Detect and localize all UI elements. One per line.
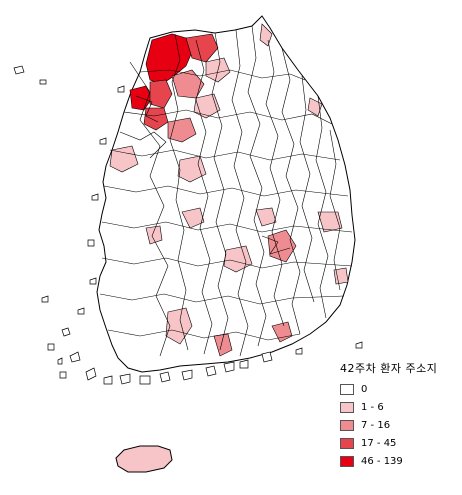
legend-swatch	[340, 383, 354, 395]
jeju-island	[115, 445, 173, 473]
legend-item: 0	[335, 381, 455, 397]
region-class-4	[185, 33, 219, 63]
district-boundaries	[99, 25, 353, 357]
legend-item: 1 - 6	[335, 399, 455, 415]
region-class-3	[167, 117, 197, 143]
legend-item: 46 - 139	[335, 453, 455, 469]
legend-label: 7 - 16	[361, 419, 391, 431]
region-class-3	[171, 69, 205, 99]
region-class-3	[267, 229, 297, 263]
legend-swatch	[340, 437, 354, 449]
region-class-2	[307, 97, 323, 117]
region-class-2	[109, 145, 139, 173]
region-class-2	[255, 207, 277, 227]
legend-swatch	[340, 419, 354, 431]
region-class-2	[165, 307, 193, 345]
legend-label: 17 - 45	[361, 437, 397, 449]
region-class-2	[259, 23, 273, 47]
legend-item: 17 - 45	[335, 435, 455, 451]
legend-swatch	[340, 455, 354, 467]
region-class-5	[145, 33, 193, 85]
legend-label: 1 - 6	[361, 401, 384, 413]
legend-label: 0	[361, 383, 368, 395]
legend-label: 46 - 139	[361, 455, 403, 467]
region-class-2	[333, 267, 349, 285]
region-class-2	[177, 155, 207, 183]
region-class-3	[271, 321, 293, 343]
map-legend: 42주차 환자 주소지 0 1 - 6 7 - 16 17 - 45 46 - …	[335, 360, 455, 471]
legend-swatch	[340, 401, 354, 413]
legend-item: 7 - 16	[335, 417, 455, 433]
region-class-2	[181, 207, 205, 229]
region-class-2	[317, 211, 343, 233]
region-class-4	[143, 107, 169, 131]
region-class-4	[149, 79, 173, 109]
coastal-islands	[13, 65, 363, 385]
legend-title: 42주차 환자 주소지	[340, 362, 438, 375]
region-class-2	[145, 225, 163, 245]
region-class-2	[193, 93, 221, 119]
